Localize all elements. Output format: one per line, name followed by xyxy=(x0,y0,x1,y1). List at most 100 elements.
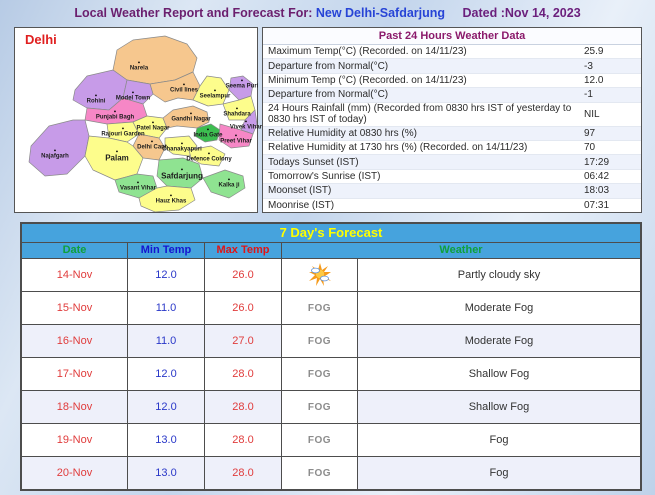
map-label: Preet Vihar xyxy=(220,134,252,145)
map-label: Hauz Khas xyxy=(156,194,187,205)
map-label: Chanakyapuri xyxy=(162,142,202,153)
table-row: Moonset (IST) 18:03 xyxy=(263,184,641,199)
forecast-max-temp: 28.0 xyxy=(205,358,282,390)
past-24-hours-table: Past 24 Hours Weather Data Maximum Temp(… xyxy=(262,27,642,213)
column-header-min-temp: Min Temp xyxy=(128,243,205,258)
table-row: Todays Sunset (IST) 17:29 xyxy=(263,155,641,170)
forecast-date: 20-Nov xyxy=(22,457,128,489)
row-label: Todays Sunset (IST) xyxy=(268,156,359,168)
table-row: Relative Humidity at 1730 hrs (%) (Recor… xyxy=(263,141,641,156)
map-label: Kalka ji xyxy=(218,178,239,189)
forecast-max-temp: 27.0 xyxy=(205,325,282,357)
row-value: 12.0 xyxy=(584,75,604,87)
forecast-row: 16-Nov 11.0 27.0 FOG Moderate Fog xyxy=(22,325,640,358)
forecast-min-temp: 12.0 xyxy=(128,358,205,390)
row-value: 06:42 xyxy=(584,170,610,182)
forecast-max-temp: 28.0 xyxy=(205,391,282,423)
map-label: Safdarjung xyxy=(161,168,203,181)
map-title: Delhi xyxy=(25,32,57,47)
report-title-text: Local Weather Report and Forecast For: xyxy=(74,6,313,20)
map-label: Rohini xyxy=(87,94,106,105)
table-row: Relative Humidity at 0830 hrs (%) 97 xyxy=(263,126,641,141)
forecast-header-row: Date Min Temp Max Temp Weather xyxy=(22,243,640,259)
table-row: 24 Hours Rainfall (mm) (Recorded from 08… xyxy=(263,103,641,127)
map-label: Seema Puri xyxy=(226,79,259,90)
fog-label: FOG xyxy=(282,391,358,423)
forecast-row: 20-Nov 13.0 28.0 FOG Fog xyxy=(22,457,640,489)
row-label: Tomorrow's Sunrise (IST) xyxy=(268,170,381,182)
forecast-date: 15-Nov xyxy=(22,292,128,324)
forecast-date: 16-Nov xyxy=(22,325,128,357)
map-label: India Gate xyxy=(193,128,222,139)
column-header-date: Date xyxy=(22,243,128,258)
forecast-min-temp: 11.0 xyxy=(128,325,205,357)
map-label: Model Town xyxy=(116,91,150,102)
forecast-weather-text: Moderate Fog xyxy=(464,302,534,314)
table-row: Minimum Temp (°C) (Recorded. on 14/11/23… xyxy=(263,74,641,89)
forecast-max-temp: 28.0 xyxy=(205,457,282,489)
map-label: Defence Colony xyxy=(186,152,231,163)
forecast-date: 14-Nov xyxy=(22,259,128,291)
map-label: Seelampur xyxy=(200,89,231,100)
row-label: Moonrise (IST) xyxy=(268,199,335,211)
row-value: -3 xyxy=(584,60,593,72)
forecast-min-temp: 12.0 xyxy=(128,259,205,291)
row-label: Maximum Temp(°C) (Recorded. on 14/11/23) xyxy=(268,46,467,58)
forecast-max-temp: 26.0 xyxy=(205,292,282,324)
forecast-title: 7 Day's Forecast xyxy=(22,224,640,243)
forecast-min-temp: 13.0 xyxy=(128,424,205,456)
fog-label: FOG xyxy=(282,292,358,324)
forecast-weather-text: Partly cloudy sky xyxy=(457,269,541,281)
row-label: Minimum Temp (°C) (Recorded. on 14/11/23… xyxy=(268,75,467,87)
fog-label: FOG xyxy=(282,424,358,456)
fog-label: FOG xyxy=(282,457,358,489)
forecast-weather-text: Fog xyxy=(489,467,509,479)
forecast-weather-text: Moderate Fog xyxy=(464,335,534,347)
row-value: -1 xyxy=(584,89,593,101)
forecast-min-temp: 11.0 xyxy=(128,292,205,324)
map-label: Najafgarh xyxy=(41,149,69,160)
map-label: Palam xyxy=(105,150,129,163)
fog-label: FOG xyxy=(282,325,358,357)
table-row: Moonrise (IST) 07:31 xyxy=(263,199,641,212)
forecast-row: 18-Nov 12.0 28.0 FOG Shallow Fog xyxy=(22,391,640,424)
fog-label: FOG xyxy=(282,358,358,390)
row-label: Departure from Normal(°C) xyxy=(268,60,389,72)
row-value: 18:03 xyxy=(584,185,610,197)
delhi-map-panel: Delhi Narela Rohini Civil lines Model To… xyxy=(14,27,262,213)
forecast-max-temp: 28.0 xyxy=(205,424,282,456)
page-title: Local Weather Report and Forecast For: N… xyxy=(0,6,655,20)
table-row: Departure from Normal(°C) -1 xyxy=(263,88,641,103)
report-date: Dated :Nov 14, 2023 xyxy=(462,6,581,20)
map-label: Rajouri Garden xyxy=(101,127,144,138)
forecast-row: 17-Nov 12.0 28.0 FOG Shallow Fog xyxy=(22,358,640,391)
row-value: NIL xyxy=(584,108,600,120)
forecast-weather-text: Shallow Fog xyxy=(468,368,530,380)
forecast-date: 18-Nov xyxy=(22,391,128,423)
table-row: Maximum Temp(°C) (Recorded. on 14/11/23)… xyxy=(263,45,641,60)
row-label: Moonset (IST) xyxy=(268,185,332,197)
map-label: Gandhi Nagar xyxy=(171,112,210,123)
column-header-max-temp: Max Temp xyxy=(205,243,282,258)
row-value: 70 xyxy=(584,142,596,154)
past-24-title: Past 24 Hours Weather Data xyxy=(263,28,641,45)
row-label: Departure from Normal(°C) xyxy=(268,89,389,101)
map-label: Patel Nagar xyxy=(136,121,169,132)
map-label: Shahdara xyxy=(223,107,250,118)
forecast-date: 19-Nov xyxy=(22,424,128,456)
row-value: 25.9 xyxy=(584,46,604,58)
row-value: 97 xyxy=(584,127,596,139)
row-value: 17:29 xyxy=(584,156,610,168)
map-label: Delhi Cant xyxy=(137,140,167,151)
forecast-row: 15-Nov 11.0 26.0 FOG Moderate Fog xyxy=(22,292,640,325)
table-row: Tomorrow's Sunrise (IST) 06:42 xyxy=(263,170,641,185)
forecast-row: 14-Nov 12.0 26.0 Partly cloudy sky xyxy=(22,259,640,292)
forecast-weather-text: Fog xyxy=(489,434,509,446)
table-row: Departure from Normal(°C) -3 xyxy=(263,59,641,74)
forecast-weather-text: Shallow Fog xyxy=(468,401,530,413)
row-label: Relative Humidity at 1730 hrs (%) (Recor… xyxy=(268,142,528,154)
forecast-max-temp: 26.0 xyxy=(205,259,282,291)
row-label: Relative Humidity at 0830 hrs (%) xyxy=(268,127,417,139)
forecast-min-temp: 12.0 xyxy=(128,391,205,423)
map-label: Vasant Vihar xyxy=(120,181,156,192)
